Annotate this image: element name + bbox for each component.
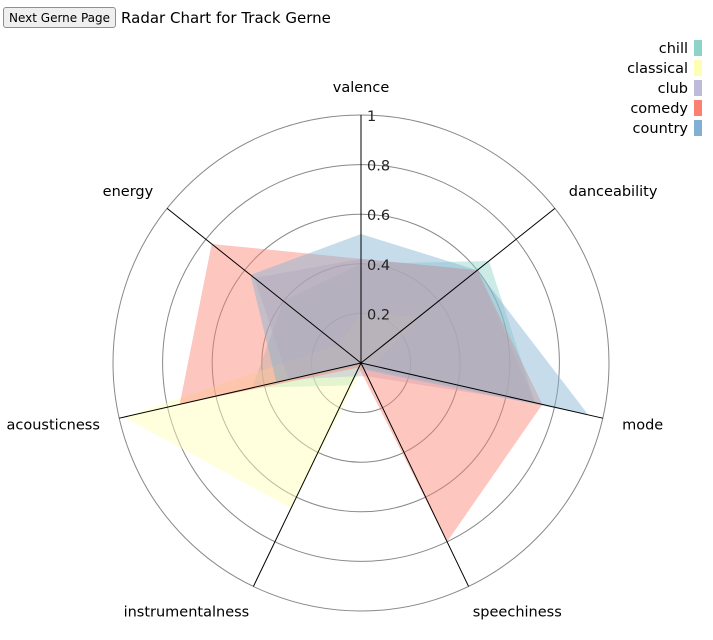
- axis-label-valence: valence: [333, 80, 390, 96]
- legend-label-country: country: [633, 121, 689, 137]
- axis-label-energy: energy: [103, 184, 154, 200]
- legend-swatch-chill: [694, 40, 702, 56]
- tick-label: 0.2: [367, 307, 390, 323]
- series-areas: [124, 234, 589, 542]
- axis-line-mode: [360, 362, 603, 419]
- axis-label-speechiness: speechiness: [473, 605, 562, 621]
- axis-layer: [119, 115, 603, 587]
- radar-area-club: [254, 258, 536, 403]
- radar-area-country: [250, 234, 589, 415]
- axis-line-danceability: [360, 207, 556, 364]
- top-bar: Next Gerne Page Radar Chart for Track Ge…: [3, 7, 331, 28]
- legend-label-club: club: [658, 81, 688, 97]
- axis-line-speechiness: [360, 362, 470, 587]
- axis-label-instrumentalness: instrumentalness: [124, 605, 250, 621]
- legend-label-chill: chill: [659, 41, 688, 57]
- legend-swatch-country: [694, 120, 702, 136]
- next-genre-page-button[interactable]: Next Gerne Page: [3, 7, 117, 28]
- radar-area-classical: [124, 313, 420, 509]
- axis-label-danceability: danceability: [569, 184, 658, 200]
- radar-area-chill: [252, 260, 536, 403]
- tick-label: 0.4: [367, 258, 390, 274]
- label-layer: 0.2 0.4 0.6 0.8 1 valence danceability mode spee…: [7, 80, 664, 621]
- axis-line-acousticness: [119, 362, 362, 419]
- radar-area-comedy: [179, 243, 543, 542]
- legend: chill classical club comedy country: [627, 40, 702, 137]
- legend-label-comedy: comedy: [630, 101, 688, 117]
- axis-line-energy: [166, 207, 362, 364]
- legend-swatch-comedy: [694, 100, 702, 116]
- legend-label-classical: classical: [627, 61, 688, 77]
- legend-swatch-club: [694, 80, 702, 96]
- tick-label: 0.6: [367, 208, 390, 224]
- page-title: Radar Chart for Track Gerne: [121, 8, 331, 27]
- axis-label-acousticness: acousticness: [7, 417, 100, 433]
- axis-label-mode: mode: [622, 417, 663, 433]
- tick-label: 1: [367, 109, 376, 125]
- axis-line-instrumentalness: [252, 362, 362, 587]
- legend-swatch-classical: [694, 60, 702, 76]
- tick-label: 0.8: [367, 159, 390, 175]
